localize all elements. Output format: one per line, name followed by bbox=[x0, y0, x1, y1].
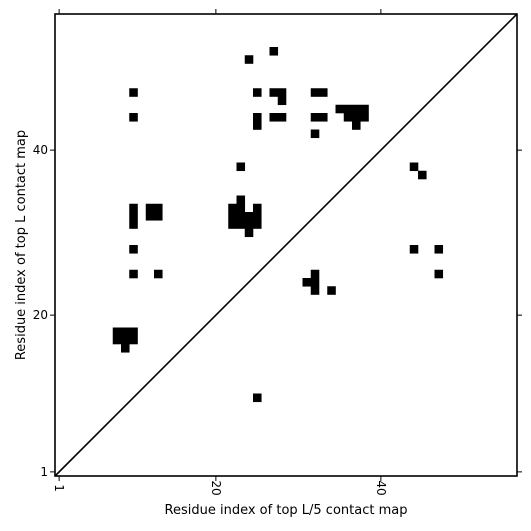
contact-cell bbox=[244, 212, 254, 221]
contact-cell bbox=[121, 344, 130, 353]
contact-cell bbox=[112, 327, 122, 337]
x-tick-label: 40 bbox=[374, 480, 388, 495]
y-tick-label: 1 bbox=[40, 465, 48, 479]
contact-cell bbox=[327, 286, 336, 295]
contact-cell bbox=[269, 47, 279, 56]
contact-cell bbox=[112, 335, 122, 345]
contact-cell bbox=[129, 88, 138, 97]
contact-cell bbox=[154, 203, 163, 213]
contact-cell bbox=[253, 203, 262, 213]
contact-cell bbox=[228, 203, 237, 213]
plot-frame bbox=[54, 13, 518, 477]
contact-cell bbox=[277, 96, 287, 106]
y-axis-ticks: 1 20 40 bbox=[33, 143, 522, 479]
contact-cell bbox=[244, 220, 254, 229]
contact-cell bbox=[129, 113, 138, 122]
contact-cell bbox=[310, 269, 320, 279]
contact-cell bbox=[319, 88, 328, 97]
y-tick-label: 40 bbox=[33, 143, 48, 157]
contact-cell bbox=[310, 286, 320, 295]
x-axis-ticks: 1 20 40 bbox=[52, 9, 388, 496]
contact-cell bbox=[253, 113, 262, 122]
contact-cell bbox=[335, 104, 345, 114]
contact-cell bbox=[302, 278, 312, 287]
x-tick-label: 20 bbox=[209, 480, 223, 495]
contact-cell bbox=[121, 327, 130, 337]
contact-cell bbox=[360, 104, 369, 114]
contact-cell bbox=[310, 88, 320, 97]
contact-cell bbox=[228, 220, 237, 229]
contact-cell bbox=[277, 88, 287, 97]
contact-cell bbox=[409, 245, 419, 254]
contact-cell bbox=[434, 245, 444, 254]
contact-cell bbox=[310, 129, 320, 139]
contact-cell bbox=[434, 269, 444, 279]
contact-cell bbox=[253, 220, 262, 229]
contact-cell bbox=[145, 212, 155, 221]
contact-cell bbox=[352, 113, 361, 122]
contact-cell bbox=[129, 220, 138, 229]
contact-cell bbox=[129, 335, 138, 345]
contact-cell bbox=[244, 228, 254, 238]
diagonal-line bbox=[54, 13, 518, 477]
contact-cell bbox=[352, 121, 361, 130]
y-axis-label: Residue index of top L contact map bbox=[14, 130, 29, 360]
contact-cell bbox=[236, 162, 246, 172]
x-axis-label: Residue index of top L/5 contact map bbox=[165, 503, 408, 518]
x-tick-label: 1 bbox=[52, 484, 66, 492]
contact-cell bbox=[418, 170, 427, 180]
contact-cell bbox=[154, 212, 163, 221]
contact-cell bbox=[360, 113, 369, 122]
contact-cell bbox=[352, 104, 361, 114]
contact-cell bbox=[277, 113, 287, 122]
contact-cell bbox=[129, 245, 138, 254]
contact-cell bbox=[244, 55, 254, 64]
contact-cell bbox=[343, 104, 353, 114]
contact-cell bbox=[343, 113, 353, 122]
contact-cell bbox=[253, 393, 262, 403]
contact-cell bbox=[236, 203, 246, 213]
contact-cell bbox=[228, 212, 237, 221]
contact-cell bbox=[121, 335, 130, 345]
contact-cells bbox=[112, 47, 444, 403]
contact-cell bbox=[145, 203, 155, 213]
contact-cell bbox=[236, 220, 246, 229]
contact-cell bbox=[236, 195, 246, 205]
contact-cell bbox=[269, 88, 279, 97]
contact-cell bbox=[154, 269, 163, 279]
contact-cell bbox=[129, 212, 138, 221]
y-tick-label: 20 bbox=[33, 308, 48, 322]
contact-cell bbox=[310, 278, 320, 287]
contact-cell bbox=[129, 327, 138, 337]
contact-cell bbox=[253, 121, 262, 130]
contact-cell bbox=[129, 203, 138, 213]
contact-cell bbox=[129, 269, 138, 279]
contact-cell bbox=[236, 212, 246, 221]
contact-cell bbox=[253, 88, 262, 97]
contact-cell bbox=[310, 113, 320, 122]
contact-cell bbox=[319, 113, 328, 122]
contact-cell bbox=[269, 113, 279, 122]
contact-cell bbox=[253, 212, 262, 221]
contact-cell bbox=[409, 162, 419, 172]
